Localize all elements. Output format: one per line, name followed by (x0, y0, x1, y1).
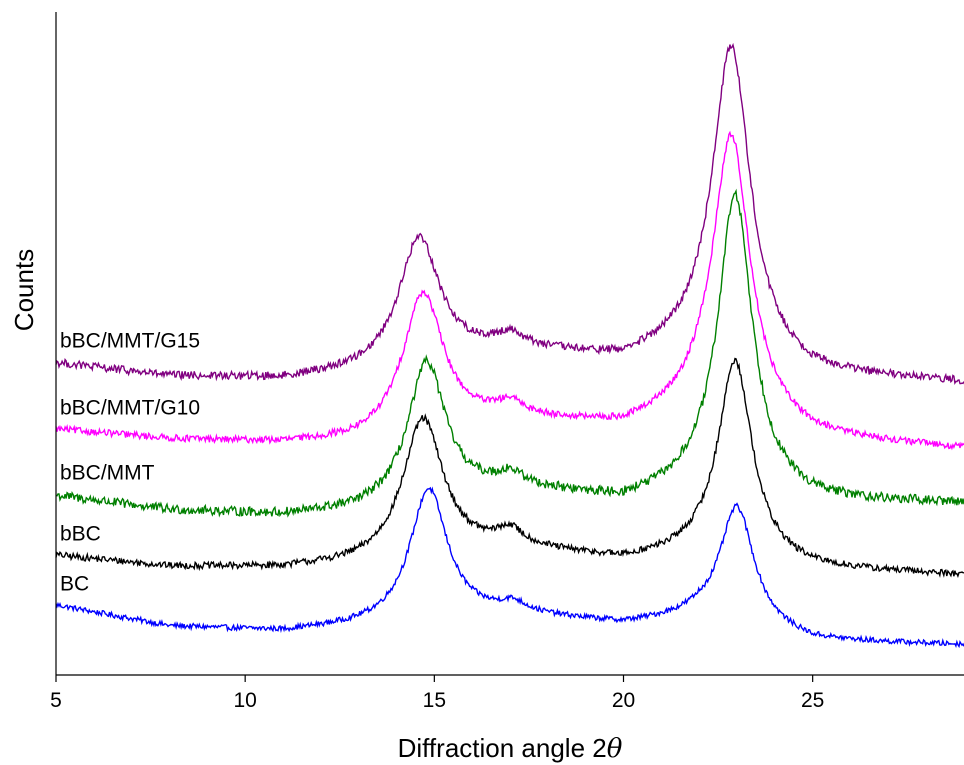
series-label-bbc-mmt-g15: bBC/MMT/G15 (60, 329, 200, 352)
x-tick-label: 20 (612, 689, 635, 712)
series-line-bbc-mmt-g10 (55, 130, 964, 451)
series-line-bc (55, 486, 964, 649)
x-tick-label: 10 (233, 689, 256, 712)
x-tick-label: 25 (801, 689, 824, 712)
x-axis-title: Diffraction angle 2θ (398, 733, 623, 764)
series-line-bbc-mmt (55, 188, 964, 518)
x-axis-title-symbol: θ (607, 734, 623, 764)
series-label-bbc: bBC (60, 522, 101, 545)
x-tick-label: 15 (423, 689, 446, 712)
x-axis-title-text: Diffraction angle 2 (398, 733, 607, 763)
series-line-bbc (55, 357, 964, 579)
x-tick-label: 5 (50, 689, 62, 712)
series-label-bc: BC (60, 573, 89, 596)
series-label-bbc-mmt: bBC/MMT (60, 461, 155, 484)
y-axis-title: Counts (9, 249, 39, 331)
x-ticks: 5 10 15 20 25 (50, 675, 824, 712)
series-label-bbc-mmt-g10: bBC/MMT/G10 (60, 396, 200, 419)
series-labels: BC bBC bBC/MMT bBC/MMT/G10 bBC/MMT/G15 (60, 329, 200, 595)
series-layer (55, 42, 964, 649)
series-line-bbc-mmt-g15 (55, 42, 964, 385)
